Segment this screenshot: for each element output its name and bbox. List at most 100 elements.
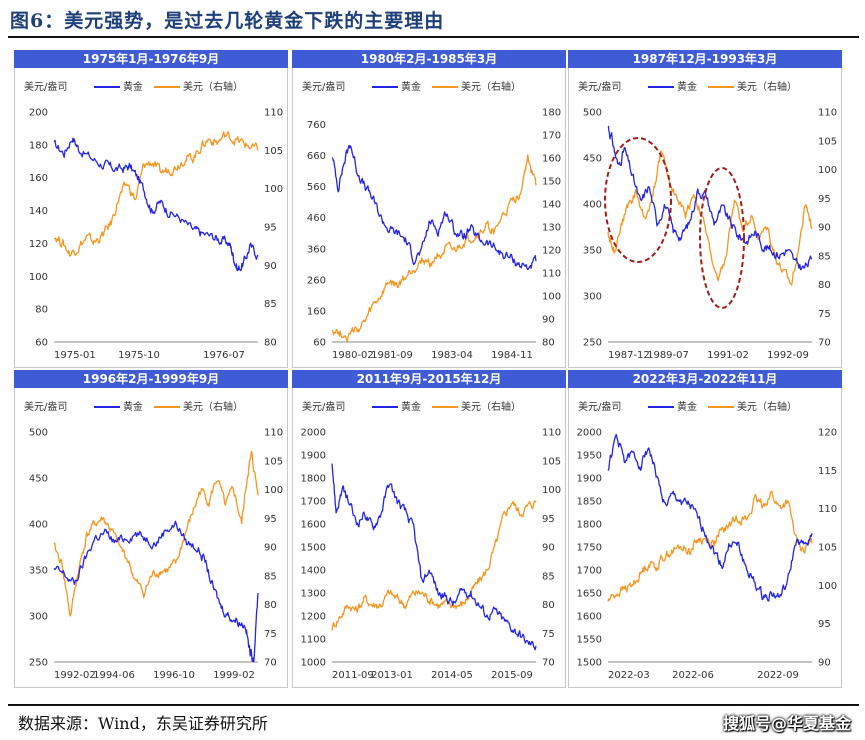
y-tick-label: 350 <box>583 246 602 257</box>
watermark: 搜狐号@华夏基金 <box>722 714 851 733</box>
y2-tick-label: 95 <box>818 619 831 630</box>
y-tick-label: 1500 <box>577 658 602 669</box>
y-tick-label: 1950 <box>577 451 602 462</box>
x-tick-label: 2011-09 <box>332 670 374 681</box>
y2-tick-label: 100 <box>818 165 837 176</box>
legend-label-gold: 黄金 <box>677 400 697 413</box>
y-tick-label: 660 <box>307 151 326 162</box>
legend-label-usd: 美元（右轴） <box>183 400 243 413</box>
chart-panel-1975: 1975年1月-1976年9月 美元/盎司 黄金 美元（右轴） 60 80 100 120 14… <box>14 50 288 368</box>
y-tick-label: 1500 <box>301 543 326 554</box>
x-tick-label: 1994-06 <box>93 670 135 681</box>
y2-tick-label: 110 <box>542 428 561 439</box>
y-tick-label: 460 <box>307 213 326 224</box>
y2-tick-label: 90 <box>542 543 555 554</box>
y-tick-label: 1800 <box>301 474 326 485</box>
y2-tick-label: 170 <box>542 131 561 142</box>
y2-tick-label: 90 <box>542 315 555 326</box>
usd-series-line <box>607 149 813 286</box>
y-tick-label: 1400 <box>301 566 326 577</box>
highlight-ellipse <box>699 167 745 309</box>
legend-label-usd: 美元（右轴） <box>461 400 521 413</box>
x-tick-label: 1984-11 <box>491 350 533 361</box>
x-tick-label: 2022-03 <box>608 670 650 681</box>
y2-tick-label: 100 <box>264 485 283 496</box>
y2-tick-label: 80 <box>264 600 277 611</box>
y-unit-label: 美元/盎司 <box>24 400 67 413</box>
y2-tick-label: 95 <box>264 223 277 234</box>
y-tick-label: 2000 <box>301 428 326 439</box>
y-tick-label: 1900 <box>577 474 602 485</box>
y-tick-label: 1550 <box>577 635 602 646</box>
panel-border <box>568 50 842 368</box>
x-tick-label: 1999-02 <box>213 670 255 681</box>
legend-label-usd: 美元（右轴） <box>737 400 797 413</box>
panel-header <box>568 50 842 68</box>
chart-title: 2011年9月-2015年12月 <box>357 371 502 386</box>
y-tick-label: 500 <box>583 108 602 119</box>
y2-tick-label: 70 <box>818 338 831 349</box>
y2-tick-label: 105 <box>542 456 561 467</box>
y2-tick-label: 110 <box>542 269 561 280</box>
y2-tick-label: 180 <box>542 108 561 119</box>
y-tick-label: 60 <box>313 338 326 349</box>
y-tick-label: 1850 <box>577 497 602 508</box>
y2-tick-label: 85 <box>818 251 831 262</box>
x-tick-label: 1980-02 <box>332 350 374 361</box>
footer-rule <box>8 704 859 706</box>
chart-title: 1980年2月-1985年3月 <box>361 51 497 66</box>
panel-header <box>292 370 566 388</box>
chart-title: 1975年1月-1976年9月 <box>83 51 219 66</box>
y2-tick-label: 95 <box>818 194 831 205</box>
x-tick-label: 1983-04 <box>431 350 473 361</box>
y-tick-label: 1300 <box>301 589 326 600</box>
y2-tick-label: 120 <box>542 246 561 257</box>
y2-tick-label: 160 <box>542 154 561 165</box>
y-tick-label: 400 <box>29 520 48 531</box>
y-tick-label: 160 <box>29 173 48 184</box>
y2-tick-label: 90 <box>264 261 277 272</box>
legend-label-gold: 黄金 <box>401 80 421 93</box>
y2-tick-label: 80 <box>264 338 277 349</box>
legend-label-usd: 美元（右轴） <box>183 80 243 93</box>
y-tick-label: 2000 <box>577 428 602 439</box>
gold-series-line <box>53 520 259 663</box>
y-tick-label: 1900 <box>301 451 326 462</box>
x-tick-label: 2014-05 <box>431 670 473 681</box>
usd-series-line <box>331 500 537 631</box>
y-unit-label: 美元/盎司 <box>578 400 621 413</box>
y-tick-label: 1700 <box>577 566 602 577</box>
y2-tick-label: 105 <box>818 136 837 147</box>
x-tick-label: 1989-07 <box>647 350 689 361</box>
panel-header <box>14 370 288 388</box>
y2-tick-label: 90 <box>264 543 277 554</box>
gold-series-line <box>53 137 259 272</box>
y-tick-label: 1100 <box>301 635 326 646</box>
y-tick-label: 1000 <box>301 658 326 669</box>
y-tick-label: 1750 <box>577 543 602 554</box>
gold-series-line <box>607 125 813 271</box>
y2-tick-label: 80 <box>542 600 555 611</box>
y-tick-label: 1700 <box>301 497 326 508</box>
y2-tick-label: 105 <box>264 146 283 157</box>
x-tick-label: 1991-02 <box>707 350 749 361</box>
x-tick-label: 1981-09 <box>371 350 413 361</box>
y-tick-label: 1200 <box>301 612 326 623</box>
y2-tick-label: 85 <box>542 571 555 582</box>
gold-series-line <box>331 144 537 271</box>
legend-label-gold: 黄金 <box>677 80 697 93</box>
y2-tick-label: 115 <box>818 466 837 477</box>
y-tick-label: 500 <box>29 428 48 439</box>
y-tick-label: 260 <box>307 275 326 286</box>
usd-series-line <box>53 131 259 257</box>
y-tick-label: 400 <box>583 200 602 211</box>
source-note: 数据来源：Wind，东吴证券研究所 <box>18 714 268 733</box>
y2-tick-label: 75 <box>542 629 555 640</box>
panel-header <box>14 50 288 68</box>
title-rule <box>8 36 859 38</box>
y2-tick-label: 100 <box>542 292 561 303</box>
y2-tick-label: 95 <box>542 514 555 525</box>
y-tick-label: 450 <box>29 474 48 485</box>
